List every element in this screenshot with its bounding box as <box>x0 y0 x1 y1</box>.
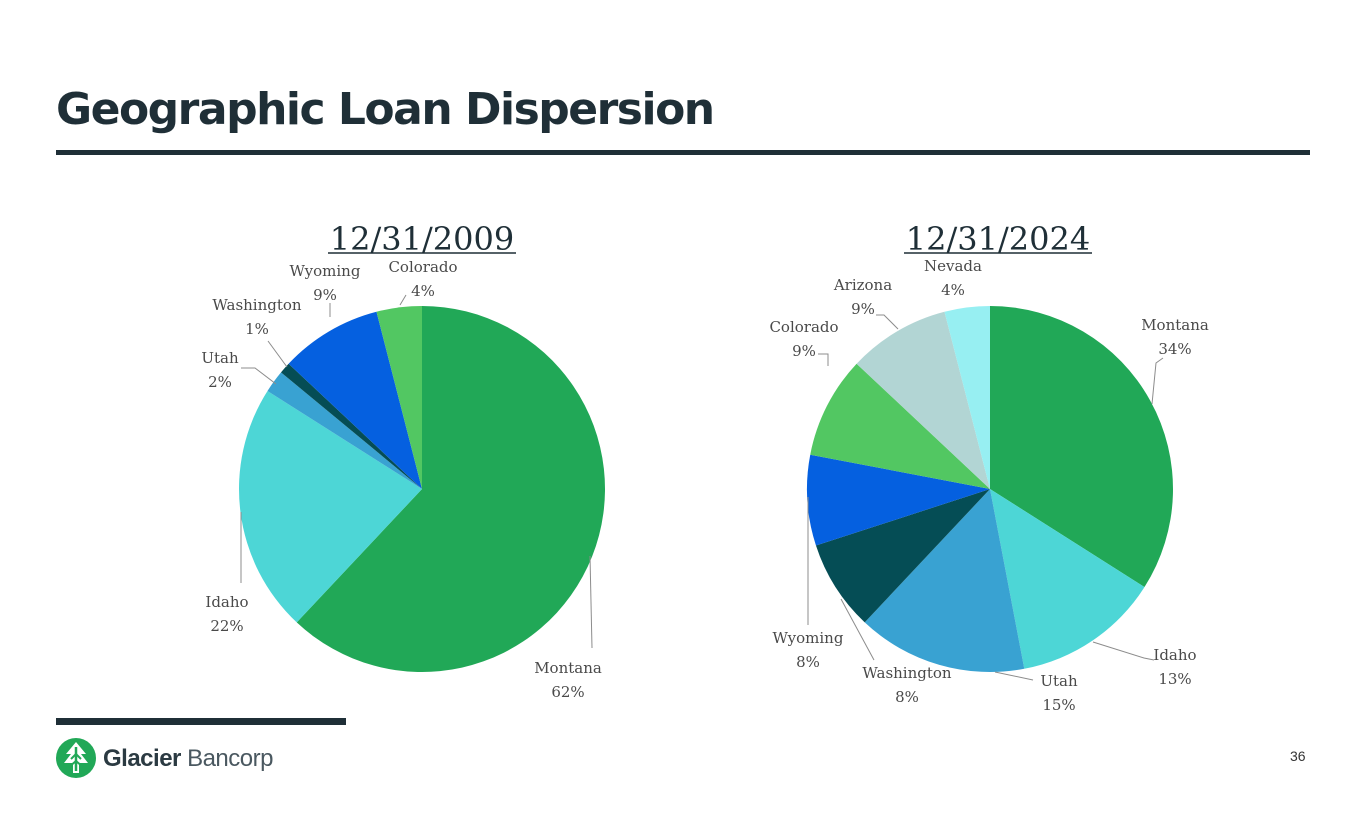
pie-slice-colorado <box>376 306 422 489</box>
slice-label-name: Colorado <box>388 258 457 276</box>
chart-title: 12/31/2009 <box>330 220 514 258</box>
slice-label-name: Wyoming <box>290 262 361 280</box>
leader-line-montana <box>589 555 593 649</box>
pie-slice-colorado <box>810 363 990 489</box>
slice-label-name: Utah <box>201 349 239 367</box>
slice-label-name: Nevada <box>924 257 982 275</box>
page-number: 36 <box>1290 748 1306 764</box>
slice-label-montana: Montana 62% <box>534 659 602 701</box>
logo-brand-bold: Glacier <box>103 745 181 772</box>
pie-slice-montana <box>296 306 605 672</box>
slice-label-name: Wyoming <box>773 629 844 647</box>
pie-slice-utah <box>864 489 1025 672</box>
page-title: Geographic Loan Dispersion <box>56 84 715 135</box>
leader-line-montana <box>1151 357 1164 405</box>
slice-label-name: Arizona <box>833 276 892 294</box>
slice-label-name: Washington <box>212 296 302 314</box>
slice-label-value: 9% <box>851 300 875 318</box>
leader-line-idaho <box>1092 641 1155 661</box>
slice-label-arizona: Arizona 9% <box>833 276 892 318</box>
logo-text: Glacier Bancorp <box>103 745 273 773</box>
slice-label-washington: Washington 1% <box>212 296 302 338</box>
slice-label-colorado: Colorado 4% <box>388 258 457 300</box>
slice-label-name: Montana <box>1141 316 1209 334</box>
slice-label-value: 13% <box>1158 670 1191 688</box>
slice-label-utah: Utah 2% <box>201 349 239 391</box>
slice-label-value: 9% <box>313 286 337 304</box>
logo-brand-light: Bancorp <box>187 745 273 772</box>
title-divider <box>56 150 1310 155</box>
pie-slice-montana <box>990 306 1173 588</box>
leader-line-colorado <box>818 353 829 366</box>
leader-line-washington <box>840 598 875 661</box>
leader-line-washington <box>267 340 288 368</box>
pie-slice-washington <box>815 489 990 623</box>
slice-label-wyoming: Wyoming 8% <box>773 629 844 671</box>
slice-label-nevada: Nevada 4% <box>924 257 982 299</box>
slice-label-value: 1% <box>245 320 269 338</box>
leader-line-colorado <box>399 294 407 306</box>
chart-title: 12/31/2024 <box>906 220 1090 258</box>
slice-label-name: Washington <box>862 664 952 682</box>
pie-slice-idaho <box>238 390 422 623</box>
slice-label-name: Montana <box>534 659 602 677</box>
slice-label-idaho: Idaho 22% <box>205 593 248 635</box>
pie-slice-nevada <box>944 306 990 489</box>
slice-label-value: 34% <box>1158 340 1191 358</box>
pie-chart-2: 12/31/2024 Montana 34% Idaho 13% Utah 15% Washi… <box>769 220 1208 714</box>
glacier-bancorp-logo: Glacier Bancorp <box>55 737 275 779</box>
slice-label-value: 22% <box>210 617 243 635</box>
pie-slice-arizona <box>856 311 990 489</box>
slice-label-value: 15% <box>1042 696 1075 714</box>
slice-label-value: 62% <box>551 683 584 701</box>
pie-slice-wyoming <box>288 311 422 489</box>
leader-line-arizona <box>876 314 899 330</box>
footer-divider <box>56 718 346 725</box>
pie-slice-utah <box>267 372 422 489</box>
slice-label-value: 2% <box>208 373 232 391</box>
pie-chart-1: 12/31/2009 Montana 62% Idaho 22% Utah 2% Washin… <box>201 220 605 701</box>
slice-label-value: 8% <box>895 688 919 706</box>
pie-slice-washington <box>280 363 422 489</box>
slice-label-washington: Washington 8% <box>862 664 952 706</box>
slice-label-value: 4% <box>411 282 435 300</box>
pie-slice-wyoming <box>807 454 990 546</box>
leader-line-utah <box>241 367 277 385</box>
slice-label-value: 9% <box>792 342 816 360</box>
slice-label-name: Idaho <box>1153 646 1196 664</box>
slice-label-colorado: Colorado 9% <box>769 318 838 360</box>
slice-label-value: 8% <box>796 653 820 671</box>
pie-slice-idaho <box>990 489 1145 669</box>
slice-label-montana: Montana 34% <box>1141 316 1209 358</box>
slice-label-utah: Utah 15% <box>1040 672 1078 714</box>
slice-label-value: 4% <box>941 281 965 299</box>
leader-line-utah <box>994 671 1034 681</box>
slice-label-name: Idaho <box>205 593 248 611</box>
slice-label-wyoming: Wyoming 9% <box>290 262 361 304</box>
slice-label-name: Utah <box>1040 672 1078 690</box>
slice-label-idaho: Idaho 13% <box>1153 646 1196 688</box>
glacier-tree-icon <box>56 738 96 778</box>
slice-label-name: Colorado <box>769 318 838 336</box>
